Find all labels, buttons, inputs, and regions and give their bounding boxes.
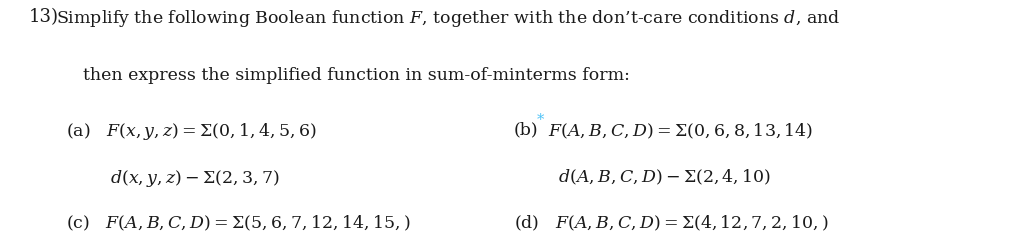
Text: (a)   $F(x, y, z) = \Sigma(0, 1, 4, 5, 6)$: (a) $F(x, y, z) = \Sigma(0, 1, 4, 5, 6)$: [66, 121, 317, 142]
Text: $*$: $*$: [536, 111, 546, 125]
Text: 13): 13): [29, 8, 58, 25]
Text: (d)   $F(A, B, C, D) = \Sigma(4, 12, 7, 2, 10,)$: (d) $F(A, B, C, D) = \Sigma(4, 12, 7, 2,…: [514, 213, 829, 232]
Text: $d(x, y, z) - \Sigma(2, 3, 7)$: $d(x, y, z) - \Sigma(2, 3, 7)$: [66, 168, 280, 188]
Text: Simplify the following Boolean function $F$, together with the don’t-care condit: Simplify the following Boolean function …: [56, 8, 840, 28]
Text: (b): (b): [514, 121, 539, 138]
Text: $d(A, B, C, D) - \Sigma(2, 4, 10)$: $d(A, B, C, D) - \Sigma(2, 4, 10)$: [514, 168, 772, 187]
Text: then express the simplified function in sum-of-minterms form:: then express the simplified function in …: [83, 67, 630, 84]
Text: (c)   $F(A, B, C, D) = \Sigma(5, 6, 7, 12, 14, 15,)$: (c) $F(A, B, C, D) = \Sigma(5, 6, 7, 12,…: [66, 213, 410, 232]
Text: $F(A, B, C, D) = \Sigma(0, 6, 8, 13, 14)$: $F(A, B, C, D) = \Sigma(0, 6, 8, 13, 14)…: [543, 121, 813, 140]
